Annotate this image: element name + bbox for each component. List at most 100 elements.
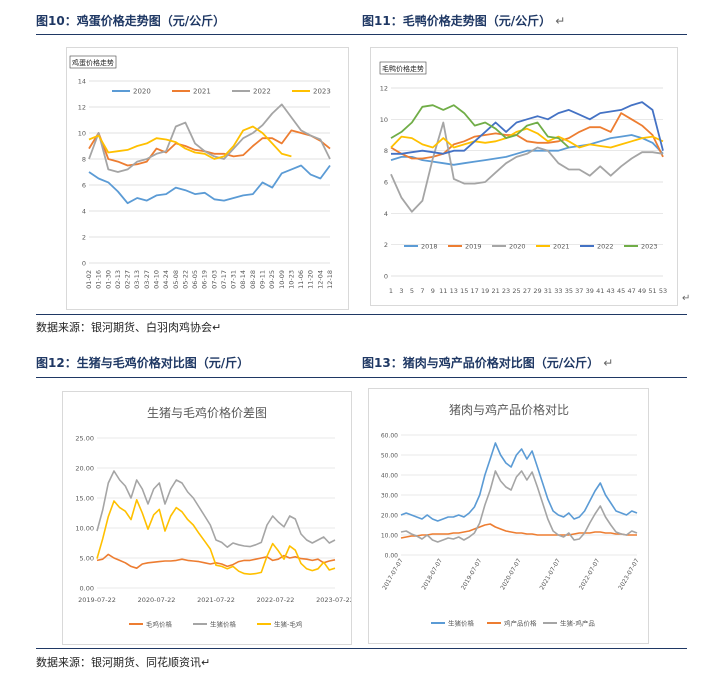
x-tick-label: 23 [502,287,510,295]
x-tick-label: 12-04 [316,270,324,289]
x-tick-label: 15 [460,287,468,295]
y-tick-label: 10 [380,116,388,124]
figure-12-title-text: 图12：生猪与毛鸡价格对比图（元/斤） [36,356,250,370]
series-line-生猪-毛鸡 [96,499,336,575]
y-tick-label: 15.00 [75,495,94,503]
x-tick-label: 39 [586,287,594,295]
x-tick-label: 10-23 [287,270,295,289]
y-tick-label: 25.00 [75,435,94,443]
x-tick-label: 49 [638,287,646,295]
y-tick-label: 0 [384,273,388,281]
figure-13-title-text: 图13：猪肉与鸡产品价格对比图（元/公斤） [362,356,600,370]
egg-price-chart: 鸡蛋价格走势 0 2 4 6 8 10 12 14 01-02 01-16 01-30 02-13 02-… [69,55,334,289]
x-tick-label: 2022-07-22 [257,596,295,604]
legend-label-2021: 2021 [553,243,570,251]
figure-13-return-mark: ↵ [603,356,614,370]
x-tick-label: 37 [575,287,583,295]
figure-13-title: 图13：猪肉与鸡产品价格对比图（元/公斤） ↵ [362,354,613,371]
x-tick-label: 02-27 [124,270,132,289]
legend-label-2021: 2021 [193,88,211,96]
x-tick-label: 27 [523,287,531,295]
series-line-2023 [390,104,570,149]
series-line-2021 [88,129,331,167]
x-tick-label: 2020-07-07 [499,557,523,591]
chart-title-box [379,61,427,75]
chart-title-box [69,55,117,69]
y-tick-label: 10.00 [75,525,94,533]
x-tick-label: 31 [544,287,552,295]
figure-11-title-text: 图11：毛鸭价格走势图（元/公斤） [362,14,552,28]
x-tick-label: 01-16 [95,270,103,289]
duck-price-chart-panel: 毛鸭价格走势 0 2 4 6 8 10 12 1 3 5 7 9 11 13 15 17 19 21 23 25 27 29… [370,47,678,306]
series-line-2022 [391,101,664,155]
legend-label-生猪价格: 生猪价格 [448,619,475,628]
y-tick-label: 8 [82,156,86,164]
chart-title: 猪肉与鸡产品价格对比 [449,402,569,417]
y-tick-label: 4 [82,208,86,216]
figure-11-title: 图11：毛鸭价格走势图（元/公斤） ↵ [362,12,565,29]
figure-10-title: 图10：鸡蛋价格走势图（元/公斤） [36,12,225,29]
x-tick-label: 05-22 [181,270,189,289]
hog-broiler-chart-panel: 生猪与毛鸡价格价差图 0.00 5.00 10.00 15.00 20.00 25.00 20… [62,391,354,645]
y-tick-label: 60.00 [381,433,398,440]
x-tick-label: 33 [554,287,562,295]
x-tick-label: 04-10 [152,270,160,289]
x-tick-label: 10-09 [278,270,286,289]
series-line-生猪-鸡产品 [400,470,638,543]
x-tick-label: 2022-07-07 [578,557,602,591]
duck-chart-return-mark: ↵ [682,293,691,304]
x-tick-label: 2023-07-22 [316,596,351,604]
pork-chicken-chart-panel: 猪肉与鸡产品价格对比 0.00 10.00 20.00 30.00 40.00 50.00 6… [368,388,649,644]
figure-12-title: 图12：生猪与毛鸡价格对比图（元/斤） [36,354,249,371]
series-line-2022 [88,103,331,173]
x-tick-label: 47 [627,287,635,295]
x-tick-label: 9 [431,287,435,295]
source-note-bottom: 数据来源：银河期货、同花顺资讯↵ [36,656,211,669]
legend-label-生猪-毛鸡: 生猪-毛鸡 [274,620,303,629]
x-tick-label: 43 [607,287,615,295]
y-tick-label: 5.00 [80,555,94,563]
x-tick-label: 2019-07-22 [78,596,116,604]
x-tick-label: 01-30 [104,270,112,289]
y-tick-label: 20.00 [381,513,398,520]
x-tick-label: 41 [596,287,604,295]
hog-broiler-chart: 生猪与毛鸡价格价差图 0.00 5.00 10.00 15.00 20.00 25.00 20… [75,405,354,629]
x-tick-label: 2023-07-07 [617,557,641,591]
x-tick-label: 09-25 [268,270,276,289]
bottom-rule [36,648,687,649]
chart-title: 鸡蛋价格走势 [72,58,114,67]
x-tick-label: 51 [648,287,656,295]
y-tick-label: 4 [384,210,388,218]
legend-label-鸡产品价格: 鸡产品价格 [504,619,537,628]
y-tick-label: 0 [82,260,86,268]
y-tick-label: 50.00 [381,453,398,460]
y-tick-label: 14 [78,78,86,86]
chart-title: 生猪与毛鸡价格价差图 [147,405,267,420]
pork-chicken-chart: 猪肉与鸡产品价格对比 0.00 10.00 20.00 30.00 40.00 50.00 6… [381,402,641,628]
y-tick-label: 30.00 [381,493,398,500]
x-tick-label: 7 [420,287,424,295]
x-tick-label: 35 [565,287,573,295]
x-tick-label: 07-17 [220,270,228,289]
x-tick-label: 03-27 [143,270,151,289]
legend-label-毛鸡价格: 毛鸡价格 [146,620,173,629]
x-tick-label: 3 [399,287,403,295]
y-tick-label: 0.00 [80,585,94,593]
x-tick-label: 09-11 [259,270,267,289]
x-tick-label: 25 [512,287,520,295]
x-tick-label: 1 [389,287,393,295]
x-tick-label: 11-06 [297,270,305,289]
x-tick-label: 17 [471,287,479,295]
x-tick-label: 5 [410,287,414,295]
legend-label-生猪价格: 生猪价格 [210,620,237,629]
series-line-鸡产品价格 [400,523,637,539]
x-tick-label: 08-28 [249,270,257,289]
legend-label-2022: 2022 [253,88,271,96]
y-tick-label: 2 [82,234,86,242]
x-tick-label: 12-18 [326,270,334,289]
chart-title: 毛鸭价格走势 [382,64,424,73]
x-tick-label: 2019-07-07 [460,557,484,591]
x-tick-label: 11-20 [307,270,315,289]
source-note-top: 数据来源：银河期货、白羽肉鸡协会↵ [36,321,222,334]
